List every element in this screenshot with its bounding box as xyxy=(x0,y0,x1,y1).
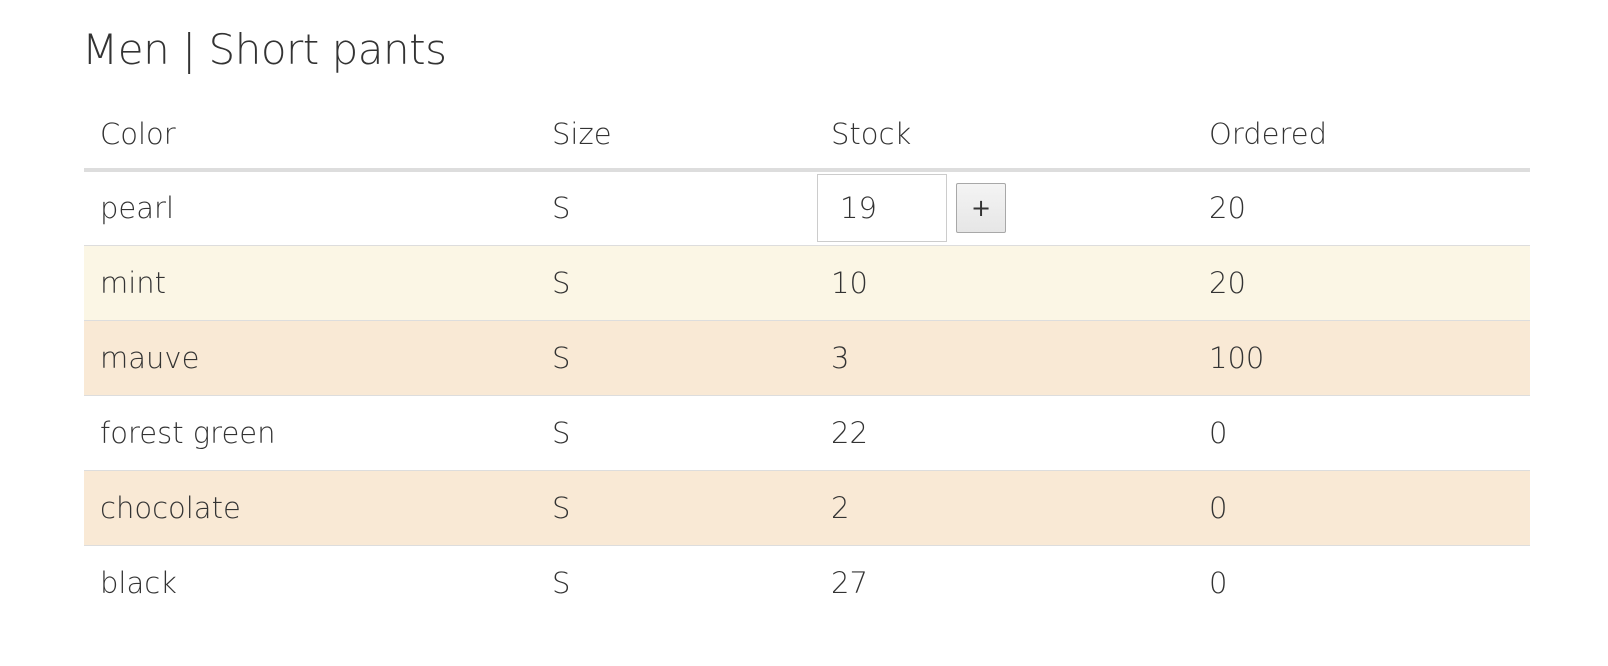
ordered-cell: 0 xyxy=(1193,544,1530,620)
table-row[interactable]: forest green S 22 0 xyxy=(84,394,1530,470)
ordered-cell: 0 xyxy=(1193,394,1530,470)
column-header-color: Color xyxy=(84,100,536,172)
size-cell: S xyxy=(536,170,815,245)
table-header: Color Size Stock Ordered xyxy=(84,100,1530,172)
stock-cell[interactable]: 3 xyxy=(815,319,1193,395)
stock-cell[interactable]: 22 xyxy=(815,394,1193,470)
inventory-table: Color Size Stock Ordered pearl S + 20 mi… xyxy=(84,100,1530,620)
increment-stock-button[interactable]: + xyxy=(956,183,1006,234)
ordered-cell: 0 xyxy=(1193,469,1530,545)
column-header-stock: Stock xyxy=(815,100,1193,172)
stock-cell[interactable]: 2 xyxy=(815,469,1193,545)
size-cell: S xyxy=(536,544,815,620)
color-cell: mauve xyxy=(84,319,536,395)
table-row[interactable]: black S 27 0 xyxy=(84,544,1530,620)
color-cell: chocolate xyxy=(84,469,536,545)
table-row: pearl S + 20 xyxy=(84,170,1530,245)
header-row: Color Size Stock Ordered xyxy=(84,100,1530,172)
ordered-cell: 20 xyxy=(1193,170,1530,245)
stock-editor: + xyxy=(817,174,1193,243)
color-cell: black xyxy=(84,544,536,620)
stock-cell: + xyxy=(815,170,1193,245)
stock-cell[interactable]: 10 xyxy=(815,244,1193,320)
table-body: pearl S + 20 mint S 10 20 mauve S 3 100 … xyxy=(84,170,1530,620)
color-cell: pearl xyxy=(84,170,536,245)
size-cell: S xyxy=(536,319,815,395)
table-row[interactable]: mint S 10 20 xyxy=(84,244,1530,320)
column-header-ordered: Ordered xyxy=(1193,100,1530,172)
stock-input[interactable] xyxy=(817,174,947,243)
page-title: Men | Short pants xyxy=(82,25,447,74)
size-cell: S xyxy=(536,469,815,545)
color-cell: mint xyxy=(84,244,536,320)
ordered-cell: 20 xyxy=(1193,244,1530,320)
column-header-size: Size xyxy=(536,100,815,172)
table-row[interactable]: chocolate S 2 0 xyxy=(84,469,1530,545)
ordered-cell: 100 xyxy=(1193,319,1530,395)
color-cell: forest green xyxy=(84,394,536,470)
size-cell: S xyxy=(536,244,815,320)
size-cell: S xyxy=(536,394,815,470)
table-row[interactable]: mauve S 3 100 xyxy=(84,319,1530,395)
stock-cell[interactable]: 27 xyxy=(815,544,1193,620)
